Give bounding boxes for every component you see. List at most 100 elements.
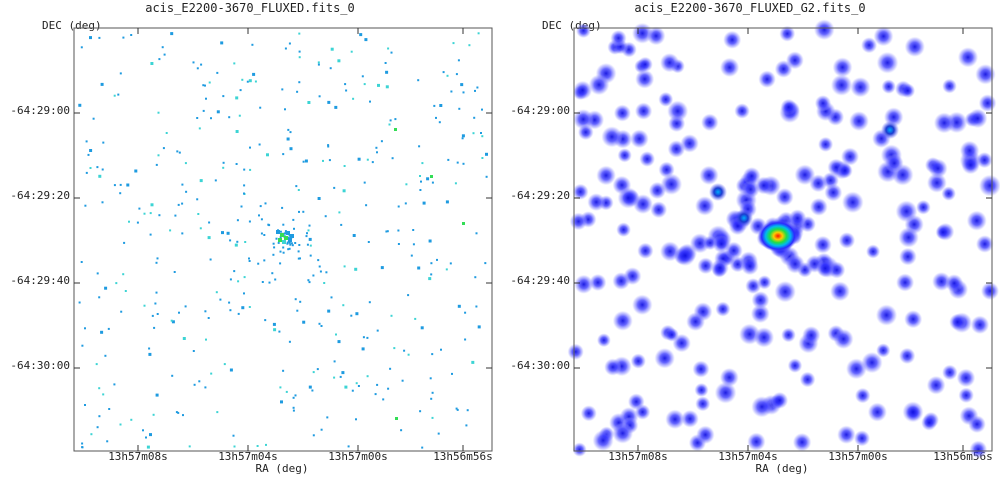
count-pixel — [156, 257, 159, 260]
count-pixel — [273, 328, 277, 332]
smoothed-blob — [604, 358, 622, 376]
count-pixel — [157, 154, 160, 157]
count-pixel — [337, 59, 341, 63]
count-pixel — [344, 385, 348, 389]
smoothed-blob — [788, 209, 807, 228]
count-pixel — [158, 58, 161, 61]
count-pixel — [318, 322, 321, 325]
count-pixel — [174, 214, 177, 217]
count-pixel — [258, 214, 260, 217]
count-pixel — [394, 128, 397, 131]
count-pixel — [199, 227, 202, 230]
count-pixel — [148, 352, 152, 356]
smoothed-blob — [980, 281, 1000, 301]
smoothed-blob — [627, 393, 645, 411]
count-pixel — [107, 327, 110, 330]
count-pixel — [126, 183, 130, 187]
count-pixel — [308, 224, 311, 227]
count-pixel — [468, 44, 471, 47]
smoothed-blob — [635, 69, 655, 89]
count-pixel — [438, 121, 441, 124]
count-pixel — [237, 312, 240, 315]
count-pixel — [136, 221, 139, 224]
smoothed-blob — [830, 281, 850, 302]
count-pixel — [309, 254, 312, 257]
count-pixel — [287, 236, 290, 239]
x-tick-label: 13h57m08s — [608, 450, 668, 463]
count-pixel — [240, 205, 243, 208]
count-pixel — [329, 67, 332, 70]
count-pixel — [279, 230, 282, 233]
smoothed-blob — [792, 432, 812, 452]
count-pixel — [222, 166, 225, 169]
count-pixel — [178, 311, 180, 314]
smoothed-blob — [902, 401, 924, 423]
count-pixel — [431, 181, 434, 184]
count-pixel — [155, 291, 158, 294]
count-pixel — [90, 433, 93, 436]
count-pixel — [357, 385, 360, 387]
count-pixel — [204, 310, 207, 313]
count-pixel — [157, 111, 160, 114]
count-pixel — [272, 242, 275, 245]
smoothed-blob — [881, 79, 896, 94]
count-pixel — [298, 50, 301, 53]
count-pixel — [417, 266, 421, 270]
count-pixel — [289, 243, 292, 246]
count-pixel — [391, 157, 394, 160]
smoothed-blob — [900, 83, 916, 99]
count-pixel — [207, 317, 210, 319]
count-pixel — [223, 363, 226, 366]
smoothed-blob — [916, 199, 931, 215]
count-pixel — [475, 232, 478, 235]
count-pixel — [374, 393, 377, 396]
count-pixel — [152, 413, 155, 416]
count-pixel — [291, 244, 294, 247]
count-pixel — [340, 223, 343, 226]
count-pixel — [471, 360, 475, 364]
count-pixel — [84, 404, 86, 406]
count-pixel — [163, 53, 166, 56]
count-pixel — [148, 347, 151, 350]
x-tick-label: 13h57m00s — [828, 450, 888, 463]
y-tick-label: -64:29:00 — [510, 104, 570, 117]
count-pixel — [222, 95, 225, 98]
count-pixel — [299, 300, 302, 303]
count-pixel — [113, 94, 116, 97]
count-pixel — [458, 107, 461, 110]
count-pixel — [433, 104, 436, 107]
smoothed-blob — [592, 429, 614, 452]
smoothed-blob — [630, 129, 649, 149]
source-pixel — [286, 231, 290, 235]
count-pixel — [205, 338, 207, 341]
smoothed-blob — [589, 273, 607, 292]
count-pixel — [185, 190, 188, 193]
count-pixel — [78, 301, 81, 304]
count-pixel — [124, 290, 127, 292]
smoothed-blob — [573, 80, 593, 100]
smoothed-blob — [867, 402, 887, 422]
smoothed-blob — [967, 108, 988, 129]
smoothed-blob — [933, 112, 955, 134]
count-pixel — [259, 205, 262, 208]
smoothed-blob — [926, 172, 947, 193]
smoothed-blob — [697, 257, 715, 275]
count-pixel — [422, 201, 426, 205]
smoothed-blob — [832, 57, 853, 78]
count-pixel — [196, 198, 199, 201]
count-pixel — [296, 309, 299, 312]
smoothed-blob — [935, 224, 951, 240]
count-pixel — [154, 302, 157, 305]
count-pixel — [299, 257, 301, 260]
count-pixel — [400, 429, 403, 432]
count-pixel — [327, 145, 330, 148]
y-tick-label: -64:30:00 — [510, 359, 570, 372]
count-pixel — [234, 243, 238, 247]
count-pixel — [237, 280, 240, 283]
count-pixel — [297, 189, 300, 191]
count-pixel — [96, 272, 99, 275]
count-pixel — [476, 86, 479, 89]
count-pixel — [282, 369, 285, 372]
count-pixel — [428, 239, 432, 243]
count-pixel — [282, 246, 285, 249]
